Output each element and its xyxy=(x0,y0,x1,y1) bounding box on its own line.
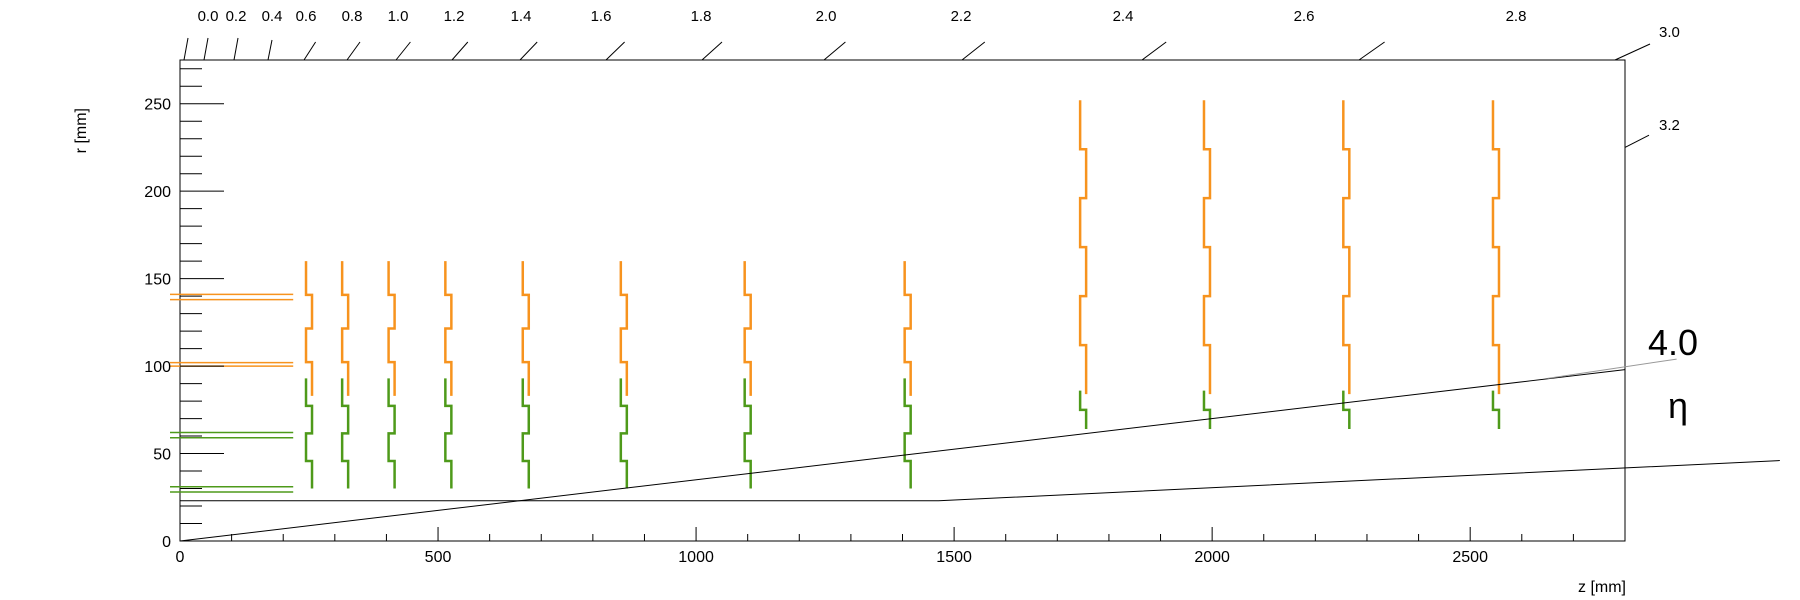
x-axis-title: z [mm] xyxy=(1578,579,1626,596)
eta-tick-label: 3.2 xyxy=(1659,117,1680,134)
eta-tick-label: 1.2 xyxy=(444,8,465,25)
eta-tick xyxy=(233,37,239,61)
outer-disk-green xyxy=(1078,390,1088,430)
inner-disk-orange xyxy=(340,261,350,396)
eta-tick xyxy=(823,41,846,61)
eta-tick xyxy=(395,41,411,61)
inner-disk-orange xyxy=(903,261,912,396)
eta-tick xyxy=(303,41,317,61)
x-tick-label: 2500 xyxy=(1452,549,1488,566)
y-tick-label: 200 xyxy=(144,184,171,201)
inner-disk-orange xyxy=(743,261,752,396)
eta-tick-label: 2.6 xyxy=(1294,8,1315,25)
barrel-layers xyxy=(170,293,294,493)
outer-disk-green xyxy=(1491,390,1501,430)
eta-tick xyxy=(203,37,209,61)
inner-disk-green xyxy=(619,378,629,489)
eta-tick-label: 3.0 xyxy=(1659,24,1680,41)
eta-tick xyxy=(451,41,469,61)
inner-disk-orange xyxy=(521,261,531,396)
eta-tick-label: 0.4 xyxy=(262,8,283,25)
inner-disk-orange xyxy=(304,261,314,396)
outer-disk-green xyxy=(1342,390,1351,430)
inner-disk-green xyxy=(444,378,453,489)
eta-tick-label: 0.8 xyxy=(342,8,363,25)
plot-border xyxy=(179,59,1626,542)
outer-disk-orange xyxy=(1202,100,1212,395)
inner-disk-green xyxy=(304,378,314,489)
eta-tick xyxy=(1624,134,1650,148)
eta-tick-label: 1.8 xyxy=(691,8,712,25)
x-tick-label: 2000 xyxy=(1194,549,1230,566)
eta-tick xyxy=(961,41,986,61)
eta-scale: 0.0 0.2 0.4 0.6 0.8 1.0 1.2 1.4 1.6 1.8 2.0 2.2 2.4 2… xyxy=(183,8,1680,148)
reference-line xyxy=(179,369,1626,542)
inner-disk-green xyxy=(743,378,752,489)
eta-tick xyxy=(1141,41,1167,61)
outer-disk-orange xyxy=(1078,100,1088,395)
eta-tick xyxy=(346,41,361,61)
eta-symbol: η xyxy=(1668,385,1688,426)
reference-line xyxy=(180,460,1780,502)
x-tick-label: 1500 xyxy=(936,549,972,566)
y-axis-title: r [mm] xyxy=(73,108,90,153)
endcap-disks xyxy=(304,100,1501,489)
eta-tick xyxy=(701,41,723,61)
outer-disk-green xyxy=(1202,390,1212,430)
eta-tick xyxy=(519,41,538,61)
eta-tick xyxy=(183,37,189,61)
y-tick-label: 100 xyxy=(144,359,171,376)
x-tick-label: 500 xyxy=(425,549,452,566)
plot-frame xyxy=(179,59,1626,542)
eta-tick-label: 0.0 xyxy=(198,8,219,25)
y-tick-label: 250 xyxy=(144,97,171,114)
eta-tick xyxy=(267,39,273,61)
eta-tick xyxy=(1358,41,1385,61)
axes: 0 500 1000 1500 2000 2500 0 50 100 150 200 250 xyxy=(144,68,1626,566)
eta-tick-label: 2.2 xyxy=(951,8,972,25)
y-tick-label: 150 xyxy=(144,272,171,289)
eta-tick-label: 2.4 xyxy=(1113,8,1134,25)
eta-tick-label: 2.8 xyxy=(1506,8,1527,25)
reference-lines xyxy=(179,358,1780,542)
eta-tick-label: 1.6 xyxy=(591,8,612,25)
inner-disk-green xyxy=(903,378,912,489)
y-tick-label: 50 xyxy=(153,447,171,464)
eta-highlight-value: 4.0 xyxy=(1648,322,1698,363)
inner-disk-orange xyxy=(387,261,396,396)
eta-tick-label: 2.0 xyxy=(816,8,837,25)
eta-tick xyxy=(1614,43,1651,61)
eta-tick xyxy=(605,41,625,61)
inner-disk-green xyxy=(521,378,531,489)
outer-disk-orange xyxy=(1342,100,1351,395)
outer-disk-orange xyxy=(1491,100,1501,395)
y-tick-label: 0 xyxy=(162,534,171,551)
inner-disk-green xyxy=(340,378,350,489)
inner-disk-orange xyxy=(444,261,453,396)
eta-tick-label: 0.6 xyxy=(296,8,317,25)
eta-tick-label: 0.2 xyxy=(226,8,247,25)
inner-disk-green xyxy=(387,378,396,489)
eta-tick-label: 1.4 xyxy=(511,8,532,25)
eta-4-leader-line xyxy=(1547,358,1677,379)
x-tick-label: 1000 xyxy=(678,549,714,566)
inner-disk-orange xyxy=(619,261,629,396)
eta-tick-label: 1.0 xyxy=(388,8,409,25)
x-tick-label: 0 xyxy=(176,549,185,566)
